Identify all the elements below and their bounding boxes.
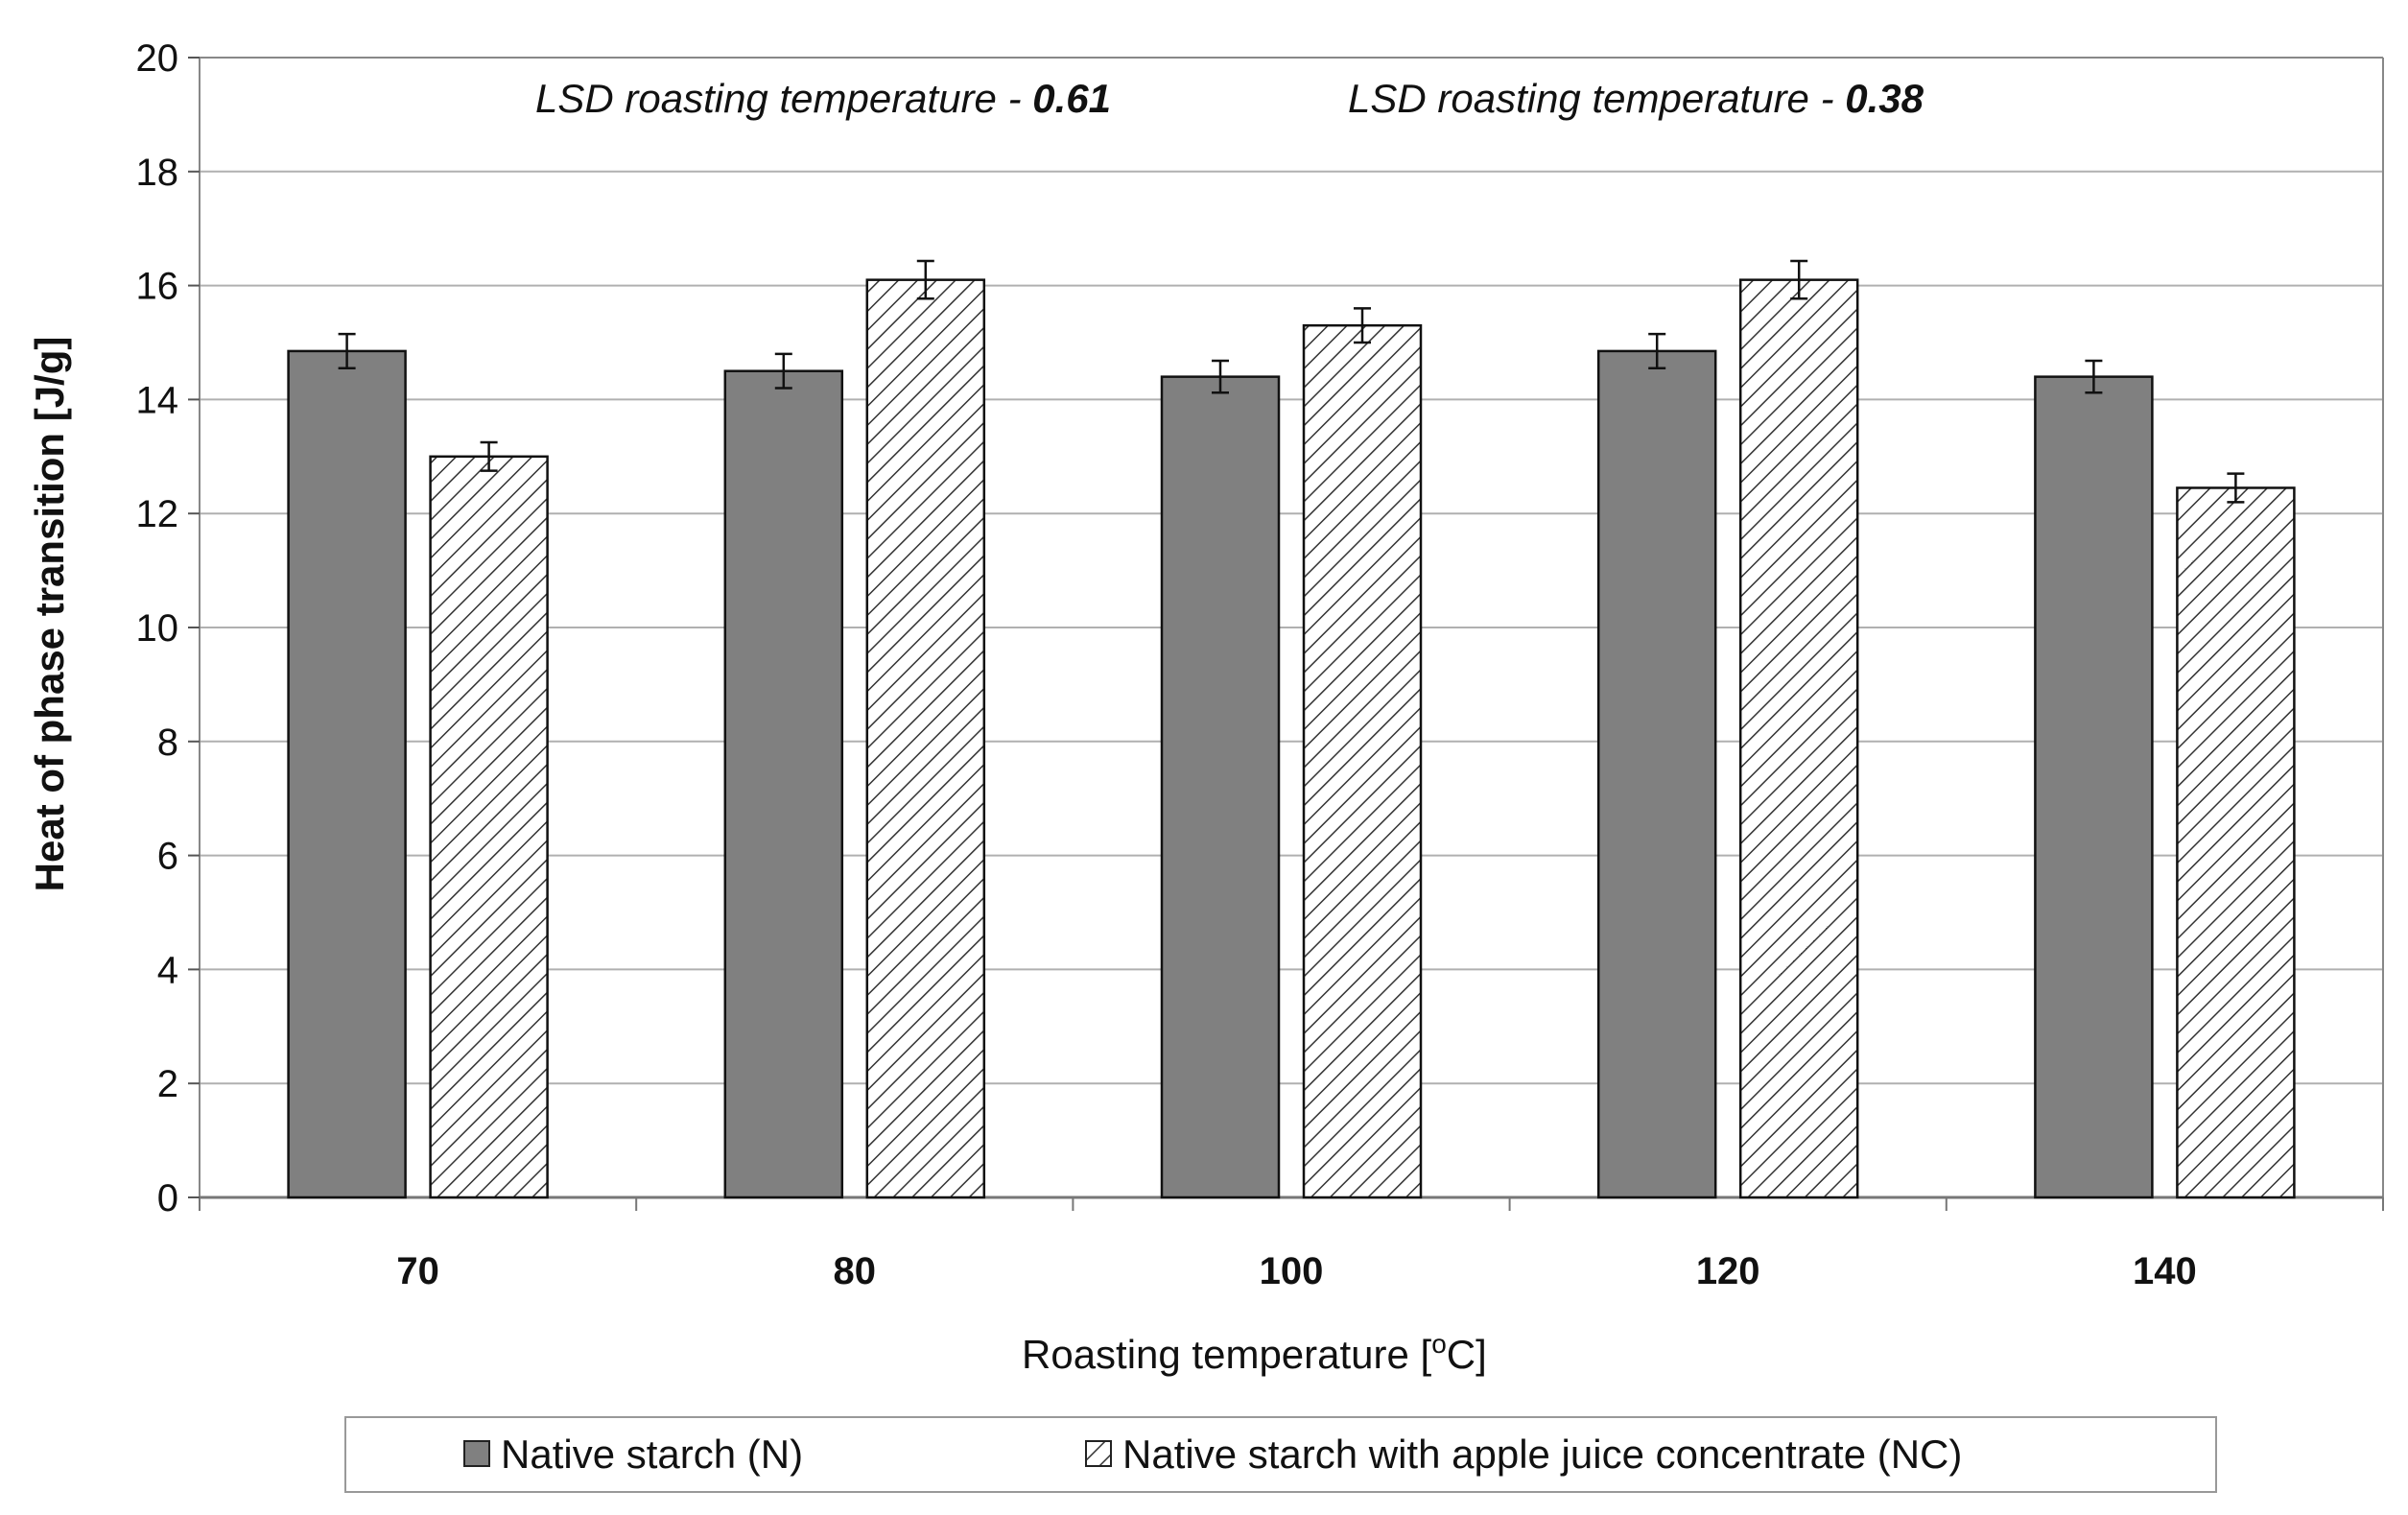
y-axis-ticks: 0 2 4 6 8 10 12 14 16 18 20 bbox=[136, 37, 200, 1219]
error-bar bbox=[1648, 332, 1666, 369]
bars bbox=[287, 278, 2296, 1199]
x-category-label: 120 bbox=[1696, 1250, 1760, 1292]
bar-native-starch-nc bbox=[865, 278, 986, 1199]
legend-label-native: Native starch (N) bbox=[501, 1432, 803, 1477]
x-axis-categories: 70 80 100 120 140 bbox=[396, 1250, 2196, 1292]
legend: Native starch (N) Native starch with app… bbox=[344, 1416, 2217, 1493]
error-bar bbox=[1790, 259, 1808, 300]
y-tick-label: 16 bbox=[136, 266, 179, 308]
error-bar bbox=[2085, 359, 2103, 394]
y-tick-label: 12 bbox=[136, 493, 179, 535]
error-bars bbox=[338, 259, 2245, 504]
lsd-annotation-2: LSD roasting temperature - 0.38 bbox=[1348, 76, 1924, 121]
bar-native-starch-nc bbox=[429, 455, 549, 1199]
y-tick-label: 18 bbox=[136, 152, 179, 194]
bar-native-starch-nc bbox=[1738, 278, 1859, 1199]
legend-swatch-nc bbox=[1085, 1440, 1112, 1467]
bar-native-starch bbox=[287, 349, 407, 1199]
error-bar bbox=[1354, 307, 1371, 344]
y-tick-label: 0 bbox=[157, 1177, 178, 1219]
error-bar bbox=[480, 440, 498, 472]
y-tick-label: 2 bbox=[157, 1063, 178, 1105]
y-tick-label: 8 bbox=[157, 722, 178, 764]
bar-native-starch bbox=[1596, 349, 1717, 1199]
error-bar bbox=[1212, 359, 1229, 394]
plot-frame bbox=[199, 57, 2384, 1211]
bar-native-starch bbox=[1160, 375, 1281, 1199]
legend-swatch-native bbox=[463, 1440, 490, 1467]
legend-box bbox=[344, 1416, 2217, 1493]
y-tick-label: 14 bbox=[136, 379, 179, 421]
lsd-annotation-1: LSD roasting temperature - 0.61 bbox=[535, 76, 1111, 121]
bar-native-starch bbox=[2034, 375, 2154, 1199]
x-category-label: 100 bbox=[1260, 1250, 1324, 1292]
bar-native-starch-nc bbox=[1302, 323, 1423, 1199]
bar-native-starch bbox=[723, 369, 844, 1199]
y-tick-label: 4 bbox=[157, 949, 178, 991]
y-tick-label: 6 bbox=[157, 836, 178, 878]
x-category-label: 140 bbox=[2133, 1250, 2197, 1292]
legend-label-nc: Native starch with apple juice concentra… bbox=[1122, 1432, 1962, 1477]
x-category-label: 80 bbox=[834, 1250, 877, 1292]
x-category-label: 70 bbox=[396, 1250, 439, 1292]
error-bar bbox=[2227, 472, 2245, 504]
x-axis-title: Roasting temperature [oC] bbox=[1022, 1329, 1487, 1377]
error-bar bbox=[774, 352, 792, 390]
y-tick-label: 20 bbox=[136, 37, 179, 80]
error-bar bbox=[916, 259, 934, 300]
y-tick-label: 10 bbox=[136, 607, 179, 650]
y-axis-title: Heat of phase transition [J/g] bbox=[27, 337, 72, 892]
bar-native-starch-nc bbox=[2176, 486, 2296, 1199]
error-bar bbox=[338, 332, 356, 369]
